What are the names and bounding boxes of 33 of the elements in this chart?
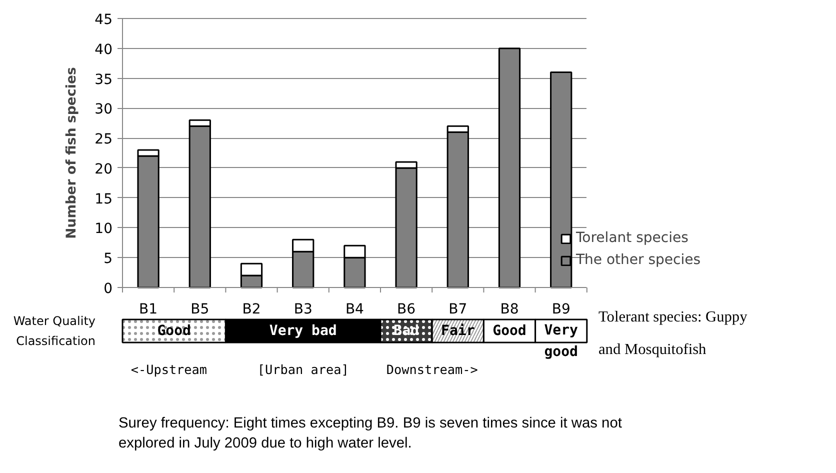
text: Very good xyxy=(544,322,579,360)
text: Good xyxy=(157,323,191,339)
y-axis-title: Number of fish species xyxy=(64,67,80,239)
x-tick-label: B6 xyxy=(397,302,416,318)
y-tick-label: 0 xyxy=(104,281,113,297)
text: Fair xyxy=(441,323,475,339)
x-tick-label: B4 xyxy=(345,302,364,318)
y-tick-label: 30 xyxy=(94,102,113,118)
legend-label: The other species xyxy=(576,252,701,268)
text: Surey frequency: Eight times excepting B9. B9 is seven times since it was not explored in July 2009 due to high water level. xyxy=(118,416,622,452)
y-tick-label: 20 xyxy=(94,161,113,178)
x-tick-label: B7 xyxy=(448,302,468,318)
text: Good xyxy=(492,323,526,339)
text: [Urban area] xyxy=(257,362,349,377)
text: <-Upstream xyxy=(130,362,208,377)
y-tick-label: 35 xyxy=(94,72,113,88)
y-tick-label: 45 xyxy=(94,12,113,28)
text: Very bad xyxy=(269,323,337,339)
legend-label: Torelant species xyxy=(576,230,688,246)
x-tick-label: B5 xyxy=(190,302,210,318)
y-tick-label: 15 xyxy=(94,191,113,208)
y-tick-label: 10 xyxy=(94,221,113,238)
text: Downstream-> xyxy=(386,362,478,377)
x-tick-label: B3 xyxy=(294,302,312,318)
text: Tolerant species: Guppy and Mosquitofish xyxy=(598,308,748,358)
x-tick-label: B8 xyxy=(500,302,519,318)
x-tick-label: B9 xyxy=(552,302,570,318)
x-tick-label: B1 xyxy=(139,302,158,318)
y-tick-label: 5 xyxy=(104,251,113,268)
text: Water Quality Classification xyxy=(13,314,96,348)
y-tick-label: 25 xyxy=(94,132,113,148)
x-tick-label: B2 xyxy=(242,302,261,318)
y-tick-label: 40 xyxy=(94,42,113,58)
